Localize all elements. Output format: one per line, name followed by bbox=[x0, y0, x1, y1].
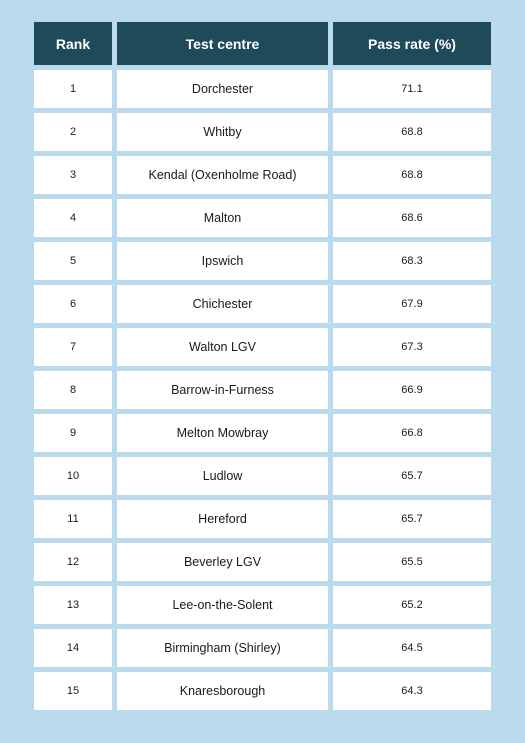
pass-rate-cell: 66.8 bbox=[333, 414, 491, 452]
table-row: 14 Birmingham (Shirley) 64.5 bbox=[34, 629, 491, 667]
header-rank: Rank bbox=[34, 22, 112, 65]
pass-rate-cell: 66.9 bbox=[333, 371, 491, 409]
table-row: 3 Kendal (Oxenholme Road) 68.8 bbox=[34, 156, 491, 194]
test-centre-cell: Beverley LGV bbox=[117, 543, 328, 581]
pass-rate-cell: 67.9 bbox=[333, 285, 491, 323]
pass-rate-cell: 67.3 bbox=[333, 328, 491, 366]
table-row: 10 Ludlow 65.7 bbox=[34, 457, 491, 495]
table-row: 15 Knaresborough 64.3 bbox=[34, 672, 491, 710]
pass-rate-cell: 65.5 bbox=[333, 543, 491, 581]
pass-rate-cell: 64.5 bbox=[333, 629, 491, 667]
pass-rate-cell: 71.1 bbox=[333, 70, 491, 108]
table-row: 9 Melton Mowbray 66.8 bbox=[34, 414, 491, 452]
test-centre-cell: Lee-on-the-Solent bbox=[117, 586, 328, 624]
table-body: 1 Dorchester 71.1 2 Whitby 68.8 3 Kendal (Oxenh… bbox=[34, 70, 491, 710]
test-centre-cell: Ludlow bbox=[117, 457, 328, 495]
header-test-centre: Test centre bbox=[117, 22, 328, 65]
rank-cell: 3 bbox=[34, 156, 112, 194]
rank-cell: 1 bbox=[34, 70, 112, 108]
test-centre-cell: Ipswich bbox=[117, 242, 328, 280]
rank-cell: 4 bbox=[34, 199, 112, 237]
table-row: 5 Ipswich 68.3 bbox=[34, 242, 491, 280]
pass-rate-cell: 65.7 bbox=[333, 500, 491, 538]
rank-cell: 5 bbox=[34, 242, 112, 280]
rank-cell: 7 bbox=[34, 328, 112, 366]
rank-cell: 8 bbox=[34, 371, 112, 409]
rank-cell: 6 bbox=[34, 285, 112, 323]
table-row: 7 Walton LGV 67.3 bbox=[34, 328, 491, 366]
rank-cell: 13 bbox=[34, 586, 112, 624]
test-centre-cell: Walton LGV bbox=[117, 328, 328, 366]
pass-rate-cell: 68.6 bbox=[333, 199, 491, 237]
table-row: 6 Chichester 67.9 bbox=[34, 285, 491, 323]
table-row: 1 Dorchester 71.1 bbox=[34, 70, 491, 108]
table-header-row: Rank Test centre Pass rate (%) bbox=[34, 22, 491, 65]
test-centre-cell: Knaresborough bbox=[117, 672, 328, 710]
test-centre-cell: Barrow-in-Furness bbox=[117, 371, 328, 409]
rank-cell: 12 bbox=[34, 543, 112, 581]
table-row: 13 Lee-on-the-Solent 65.2 bbox=[34, 586, 491, 624]
test-centre-cell: Hereford bbox=[117, 500, 328, 538]
rank-cell: 2 bbox=[34, 113, 112, 151]
table-row: 4 Malton 68.6 bbox=[34, 199, 491, 237]
table-row: 12 Beverley LGV 65.5 bbox=[34, 543, 491, 581]
rank-cell: 14 bbox=[34, 629, 112, 667]
pass-rate-cell: 68.8 bbox=[333, 156, 491, 194]
pass-rate-cell: 65.7 bbox=[333, 457, 491, 495]
rank-cell: 10 bbox=[34, 457, 112, 495]
pass-rate-table: Rank Test centre Pass rate (%) 1 Dorchest… bbox=[34, 22, 491, 715]
rank-cell: 15 bbox=[34, 672, 112, 710]
test-centre-cell: Kendal (Oxenholme Road) bbox=[117, 156, 328, 194]
table-row: 11 Hereford 65.7 bbox=[34, 500, 491, 538]
test-centre-cell: Malton bbox=[117, 199, 328, 237]
test-centre-cell: Dorchester bbox=[117, 70, 328, 108]
table-row: 2 Whitby 68.8 bbox=[34, 113, 491, 151]
pass-rate-cell: 65.2 bbox=[333, 586, 491, 624]
test-centre-cell: Melton Mowbray bbox=[117, 414, 328, 452]
pass-rate-cell: 64.3 bbox=[333, 672, 491, 710]
test-centre-cell: Whitby bbox=[117, 113, 328, 151]
test-centre-cell: Birmingham (Shirley) bbox=[117, 629, 328, 667]
rank-cell: 11 bbox=[34, 500, 112, 538]
header-pass-rate: Pass rate (%) bbox=[333, 22, 491, 65]
pass-rate-cell: 68.8 bbox=[333, 113, 491, 151]
rank-cell: 9 bbox=[34, 414, 112, 452]
pass-rate-cell: 68.3 bbox=[333, 242, 491, 280]
test-centre-cell: Chichester bbox=[117, 285, 328, 323]
table-row: 8 Barrow-in-Furness 66.9 bbox=[34, 371, 491, 409]
